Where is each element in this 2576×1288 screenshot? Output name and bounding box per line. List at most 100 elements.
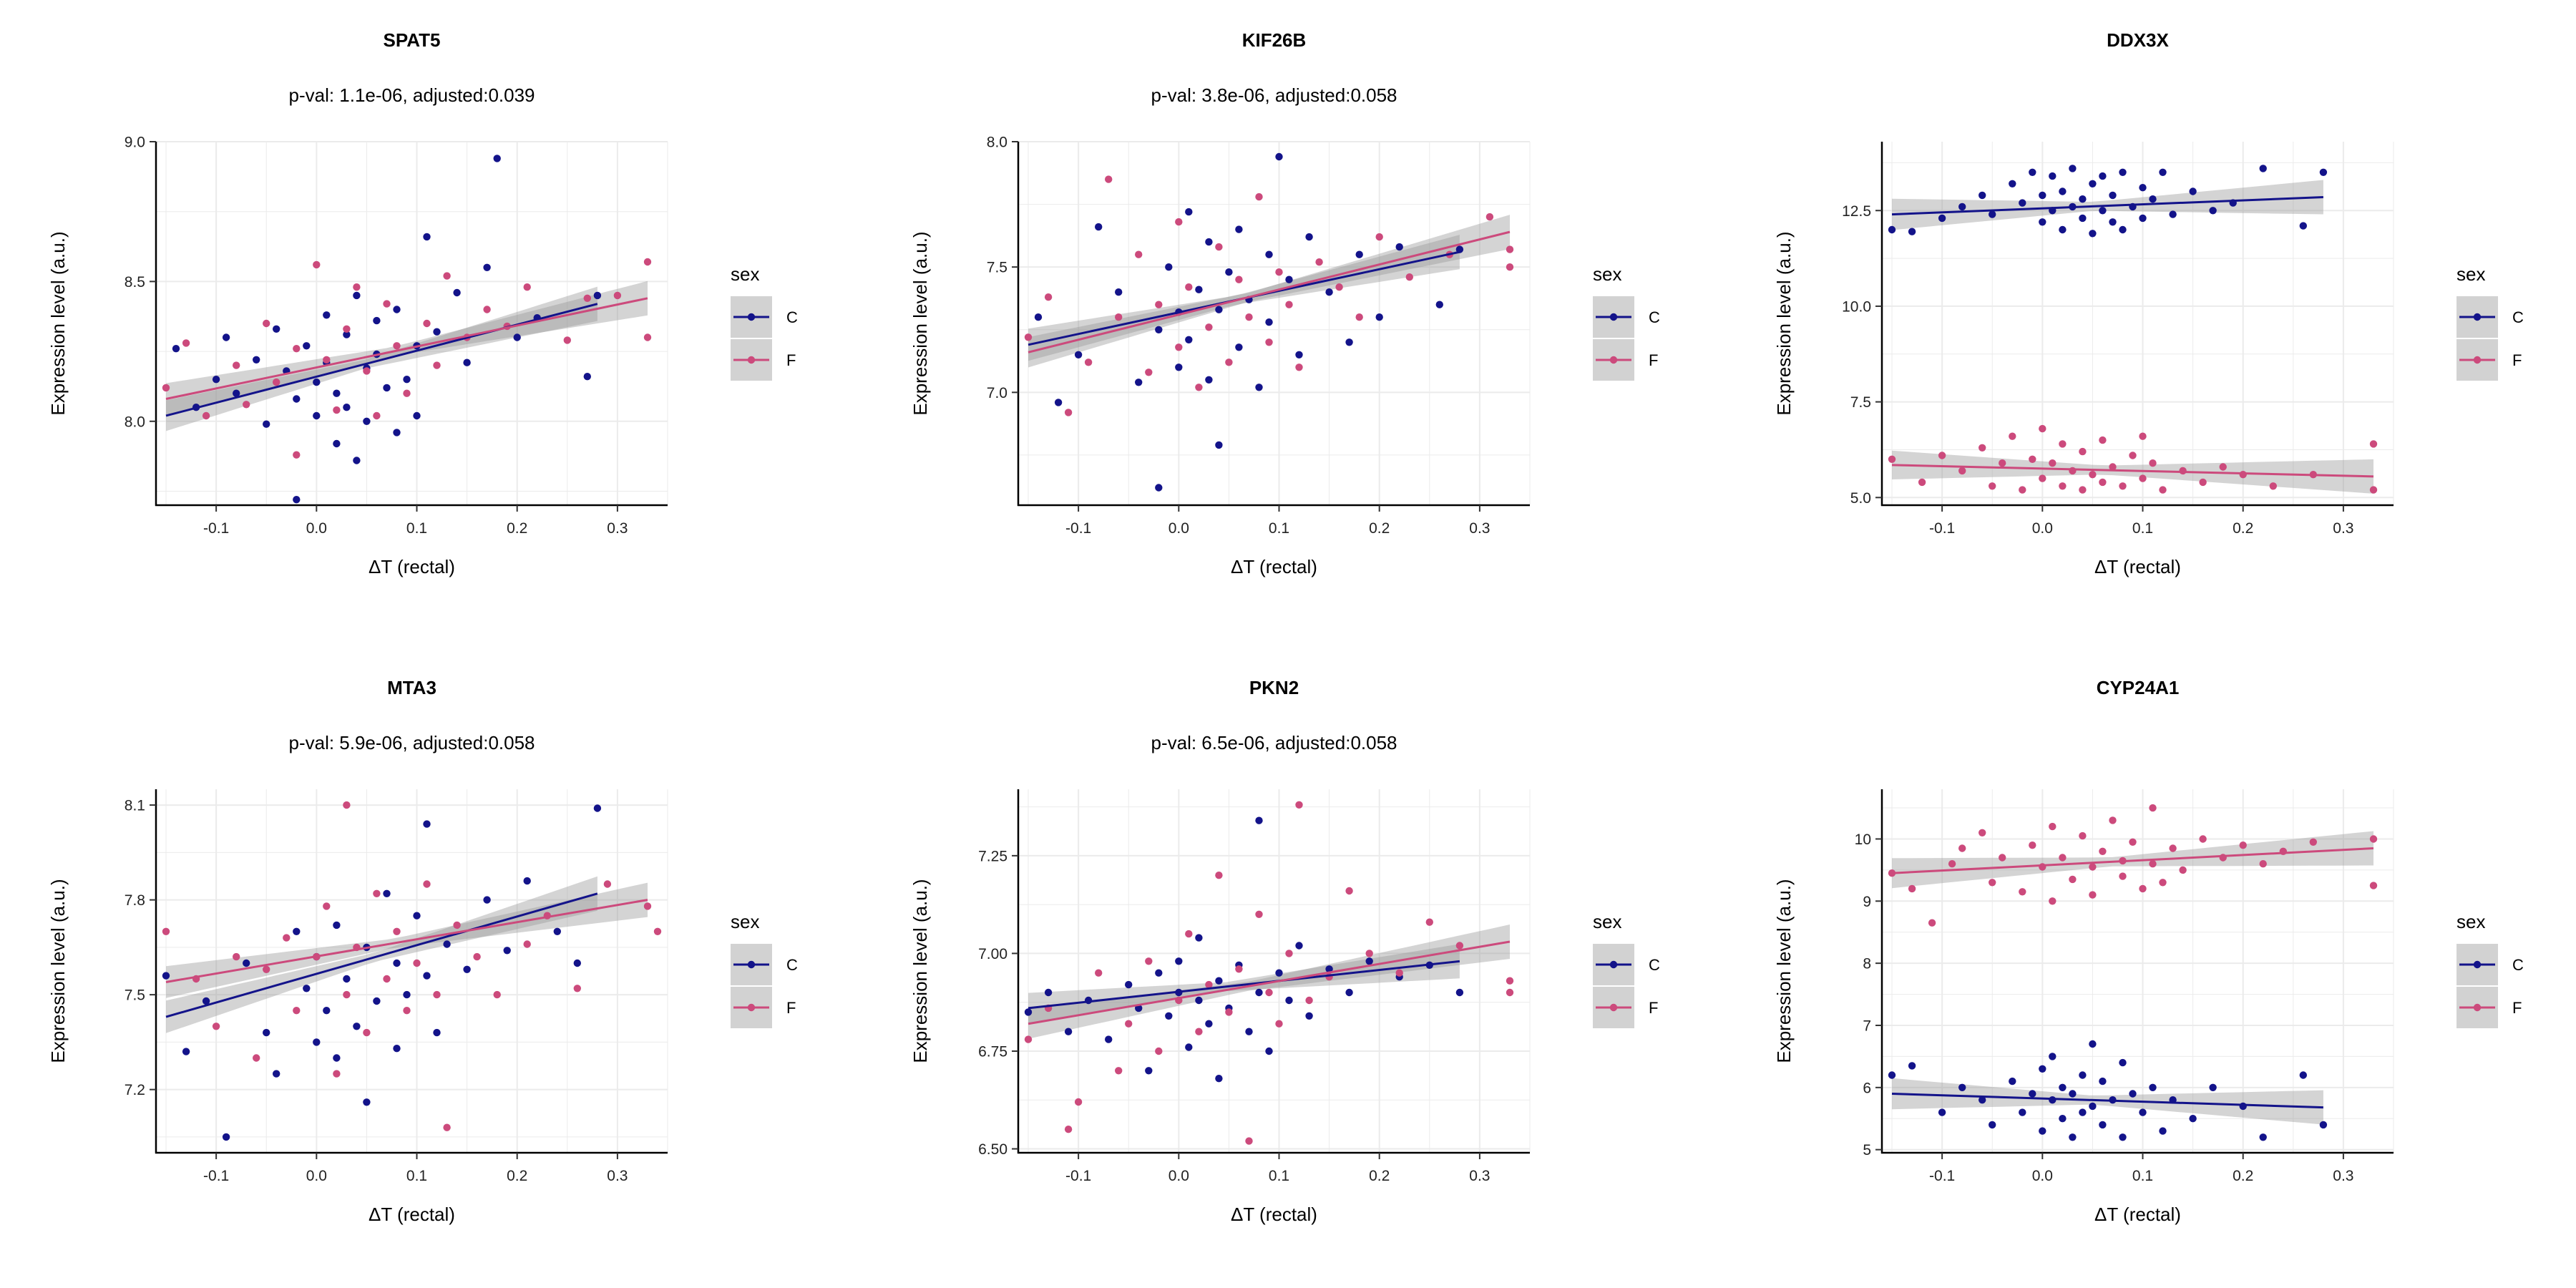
data-point-c [483, 263, 491, 271]
data-point-f [1958, 844, 1966, 852]
legend-key-point-f [2473, 356, 2482, 364]
data-point-f [2089, 891, 2097, 899]
x-tick-label: 0.1 [1269, 520, 1289, 537]
data-point-c [353, 457, 361, 464]
y-tick-label: 7.25 [978, 848, 1008, 864]
data-point-c [2049, 172, 2057, 180]
data-point-c [2079, 1071, 2087, 1079]
data-point-f [2309, 838, 2317, 847]
data-point-c [2009, 1077, 2016, 1085]
data-point-f [1135, 250, 1143, 258]
y-axis-label: Expression level (a.u.) [47, 231, 69, 415]
data-point-c [1305, 233, 1313, 241]
data-point-f [253, 1054, 260, 1062]
data-point-c [413, 411, 421, 420]
data-point-c [2259, 1133, 2267, 1141]
data-point-f [2009, 432, 2016, 440]
data-point-f [2239, 471, 2247, 479]
data-point-f [443, 272, 451, 280]
data-point-c [1235, 343, 1243, 351]
data-point-c [343, 331, 351, 338]
data-point-f [493, 990, 501, 999]
data-point-f [2059, 482, 2067, 490]
data-point-f [1948, 860, 1956, 868]
y-axis-label: Expression level (a.u.) [909, 231, 931, 415]
data-point-c [313, 378, 321, 386]
legend-key-point-f [747, 1003, 756, 1012]
fit-line-c [1891, 1093, 2323, 1109]
data-point-c [2299, 222, 2307, 230]
data-point-c [433, 328, 441, 336]
data-point-c [453, 288, 461, 297]
data-point-f [2139, 432, 2147, 440]
data-point-f [2169, 844, 2177, 852]
data-point-c [1305, 1012, 1313, 1020]
panel-subtitle: p-val: 3.8e-06, adjusted:0.058 [1151, 84, 1397, 106]
legend-label-c: C [2512, 308, 2524, 326]
data-point-c [2319, 1121, 2328, 1129]
legend-key-point-f [1609, 356, 1618, 364]
data-point-f [1888, 869, 1896, 877]
y-tick-label: 7.0 [987, 385, 1008, 401]
x-tick-label: 0.2 [2233, 1168, 2253, 1184]
data-point-c [2139, 214, 2147, 223]
data-point-c [1255, 988, 1263, 997]
legend-key-point-c [2473, 960, 2482, 969]
data-point-c [1024, 1008, 1033, 1016]
plot-area [1888, 165, 2378, 494]
data-point-c [293, 496, 301, 504]
data-point-f [373, 411, 381, 420]
data-point-f [2129, 838, 2137, 847]
x-tick-label: 0.3 [607, 1168, 628, 1184]
data-point-f [2149, 860, 2157, 868]
data-point-c [202, 997, 210, 1005]
data-point-c [1989, 210, 1996, 218]
data-point-f [2369, 486, 2378, 494]
data-point-f [283, 934, 291, 942]
points-c [1888, 165, 2328, 238]
data-point-c [523, 877, 531, 885]
data-point-f [2059, 440, 2067, 448]
x-tick-label: 0.3 [607, 520, 628, 537]
data-point-f [1145, 957, 1153, 965]
data-point-f [2269, 482, 2277, 490]
legend-key-point-c [1609, 313, 1618, 321]
confidence-ribbons [1892, 831, 2373, 1125]
points-f [1024, 801, 1514, 1145]
panel-title: SPAT5 [384, 29, 441, 51]
data-point-f [1999, 854, 2006, 862]
data-point-f [1064, 409, 1073, 416]
data-point-c [1034, 313, 1043, 321]
data-point-c [1275, 152, 1283, 161]
data-point-f [2079, 447, 2087, 456]
data-point-f [202, 411, 210, 420]
data-point-f [1074, 1098, 1083, 1106]
data-point-f [2239, 841, 2247, 849]
data-point-f [403, 389, 411, 397]
data-point-c [343, 975, 351, 983]
data-point-c [1938, 214, 1946, 223]
panel-subtitle: p-val: 6.5e-06, adjusted:0.058 [1151, 732, 1397, 753]
x-tick-label: 0.1 [2132, 520, 2153, 537]
data-point-f [583, 294, 591, 302]
data-point-c [1938, 1108, 1946, 1116]
x-tick-label: 0.0 [306, 1168, 327, 1184]
data-point-c [403, 990, 411, 999]
data-point-c [2259, 165, 2267, 172]
data-point-f [2139, 884, 2147, 893]
data-point-c [2069, 1090, 2077, 1098]
legend: sex C F [2457, 911, 2524, 1028]
data-point-c [2079, 214, 2087, 223]
data-point-f [343, 990, 351, 999]
data-point-f [2029, 841, 2036, 849]
data-point-f [1506, 988, 1514, 997]
data-point-f [1295, 364, 1303, 371]
data-point-c [513, 333, 521, 341]
data-point-c [1435, 301, 1444, 308]
legend-title: sex [1593, 911, 1621, 932]
data-point-f [2089, 863, 2097, 871]
data-point-f [483, 306, 491, 313]
data-point-c [1175, 957, 1183, 965]
data-point-c [1285, 996, 1293, 1005]
data-point-c [2209, 207, 2217, 215]
